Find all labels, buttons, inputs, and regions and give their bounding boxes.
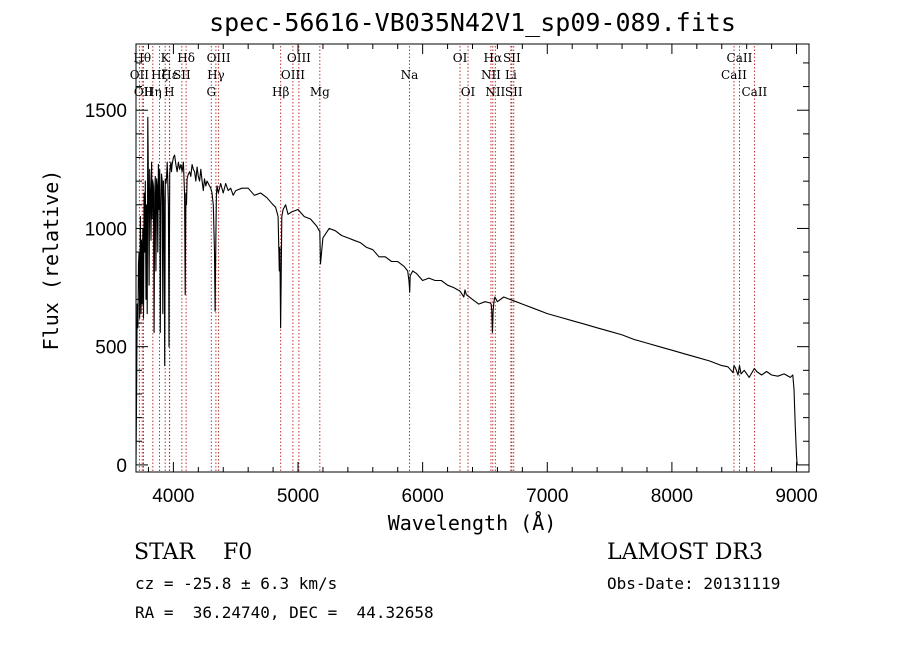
object-classification: STAR F0 bbox=[134, 540, 253, 565]
series-layer bbox=[135, 116, 798, 465]
spectral-line-label: SII bbox=[173, 68, 191, 82]
spectral-line-label: OII bbox=[130, 68, 150, 82]
spectral-line-label: Hθ bbox=[133, 51, 151, 65]
x-tick-label: 9000 bbox=[775, 486, 817, 507]
spectral-line-label: OII bbox=[134, 85, 154, 99]
spectral-line-label: Hη bbox=[144, 85, 162, 99]
y-tick-label: 1500 bbox=[85, 101, 127, 122]
spectral-line-label: OI bbox=[453, 51, 468, 65]
spectral-line-label: H bbox=[164, 85, 174, 99]
spectral-line-label: Hδ bbox=[177, 51, 195, 65]
x-tick-label: 6000 bbox=[402, 486, 444, 507]
y-tick-label: 500 bbox=[95, 338, 127, 359]
spectral-line-label: NII bbox=[481, 68, 501, 82]
spectral-line-label: SII bbox=[503, 51, 521, 65]
spectral-line-label: Na bbox=[401, 68, 419, 82]
spectral-line-label: K bbox=[161, 51, 171, 65]
y-axis-label: Flux (relative) bbox=[39, 170, 63, 351]
spectral-line-label: G bbox=[206, 85, 216, 99]
x-tick-label: 5000 bbox=[277, 486, 319, 507]
spectral-line-label: Li bbox=[505, 68, 517, 82]
survey-name: LAMOST DR3 bbox=[607, 540, 763, 565]
spectral-line-label: OI bbox=[461, 85, 476, 99]
observation-date: Obs-Date: 20131119 bbox=[607, 574, 781, 593]
chart-title: spec-56616-VB035N42V1_sp09-089.fits bbox=[209, 8, 736, 37]
spectral-line-label: CaII bbox=[741, 85, 767, 99]
spectral-line-label: Hβ bbox=[272, 85, 289, 99]
spectral-line-label: OIII bbox=[207, 51, 231, 65]
x-tick-label: 8000 bbox=[651, 486, 693, 507]
spectral-line-label: CaII bbox=[721, 68, 747, 82]
redshift-velocity: cz = -25.8 ± 6.3 km/s bbox=[135, 574, 338, 593]
spectral-line-label: OIII bbox=[281, 68, 305, 82]
sky-coordinates: RA = 36.24740, DEC = 44.32658 bbox=[135, 603, 434, 622]
spectral-line-label: Hε bbox=[161, 68, 178, 82]
plot-frame bbox=[135, 43, 810, 473]
axis-ticks: 4000 5000 6000 7000 8000 9000 0 500 1000 1500 bbox=[85, 44, 818, 507]
x-axis-label: Wavelength (Å) bbox=[388, 511, 557, 535]
y-tick-label: 1000 bbox=[85, 219, 127, 240]
spectral-line-label: Hα bbox=[484, 51, 503, 65]
line-labels: OIIHθOIIHηHζKHεHSIIHδGHγOIIIHβOIIIOIIIMg… bbox=[130, 51, 768, 99]
x-tick-label: 4000 bbox=[152, 486, 194, 507]
spectral-line-label: NII bbox=[485, 85, 505, 99]
spectral-line-label: Hγ bbox=[207, 68, 225, 82]
spectral-line-label: CaII bbox=[727, 51, 753, 65]
spectral-line-label: SII bbox=[505, 85, 523, 99]
series-line-spectrum bbox=[135, 116, 798, 465]
spectral-line-label: OIII bbox=[287, 51, 311, 65]
x-tick-label: 7000 bbox=[526, 486, 568, 507]
spectral-line-label: Hζ bbox=[151, 68, 168, 82]
line-markers bbox=[138, 46, 755, 471]
y-tick-label: 0 bbox=[116, 456, 127, 477]
spectral-line-label: Mg bbox=[310, 85, 330, 99]
